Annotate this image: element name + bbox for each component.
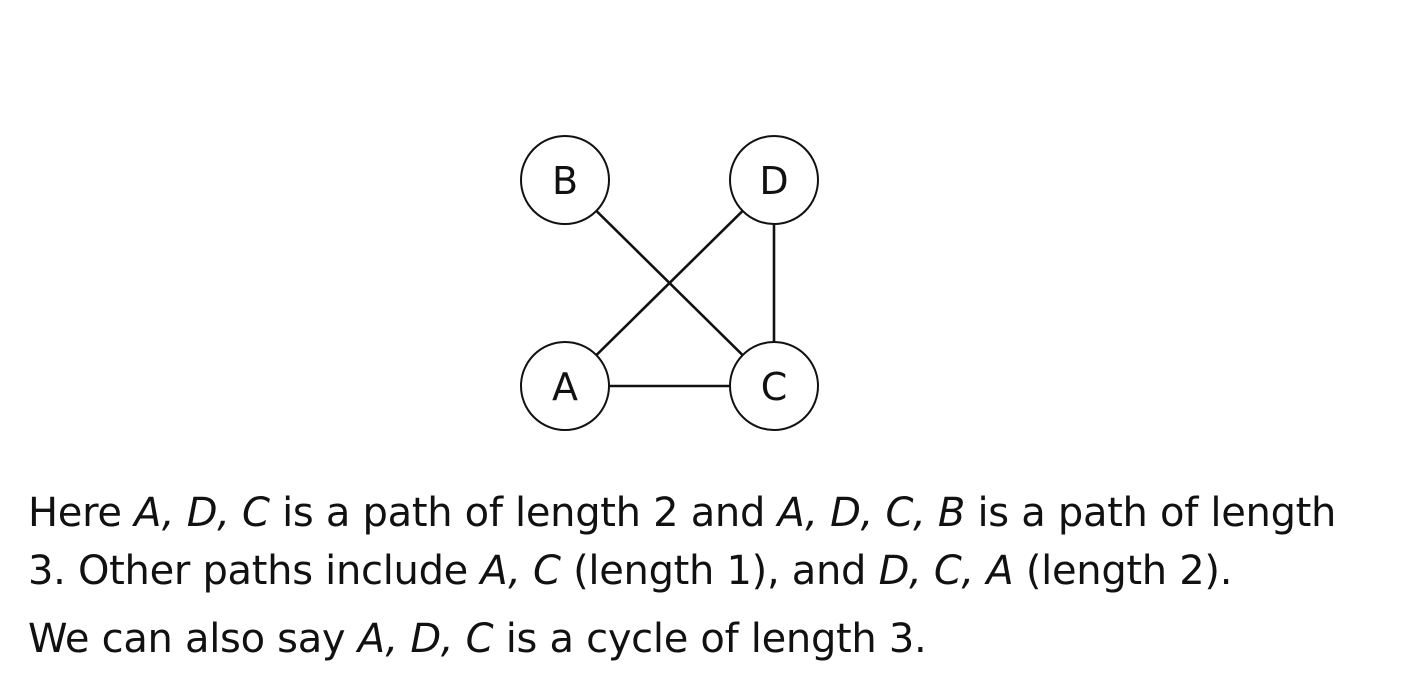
text-line: 3. Other paths include A, C (length 1), … — [28, 542, 1408, 600]
text-segment: 3. Other paths include — [28, 548, 481, 594]
graph-nodes: B D A C — [520, 135, 819, 431]
text-segment: We can also say — [28, 616, 358, 662]
node-label: A — [552, 365, 578, 409]
text-segment: Here — [28, 490, 135, 536]
math-expression: D, C, A — [878, 548, 1014, 594]
node-label: C — [761, 365, 788, 409]
paragraph-cycle: We can also say A, D, C is a cycle of le… — [28, 610, 1408, 668]
text-line: We can also say A, D, C is a cycle of le… — [28, 610, 1408, 668]
text-segment: (length 1), and — [560, 548, 879, 594]
text-segment: is a path of length — [965, 490, 1337, 536]
text-segment: is a path of length 2 and — [269, 490, 778, 536]
node-circle — [520, 135, 610, 225]
math-expression: A, D, C — [134, 490, 270, 536]
math-expression: A, D, C — [357, 616, 494, 662]
node-circle — [729, 341, 819, 431]
node-c: C — [729, 341, 819, 431]
paragraph-paths: Here A, D, C is a path of length 2 and A… — [28, 484, 1408, 600]
node-label: B — [552, 159, 578, 203]
node-d: D — [729, 135, 819, 225]
node-b: B — [520, 135, 610, 225]
edge-d-a — [563, 178, 776, 388]
node-label: D — [759, 159, 788, 203]
node-circle — [520, 341, 610, 431]
node-a: A — [520, 341, 610, 431]
graph-diagram: B D A C — [520, 135, 819, 431]
text-line: Here A, D, C is a path of length 2 and A… — [28, 484, 1408, 542]
node-circle — [729, 135, 819, 225]
math-expression: A, C — [480, 548, 561, 594]
text-segment: is a cycle of length 3. — [493, 616, 927, 662]
math-expression: A, D, C, B — [777, 490, 966, 536]
text-segment: (length 2). — [1013, 548, 1233, 594]
